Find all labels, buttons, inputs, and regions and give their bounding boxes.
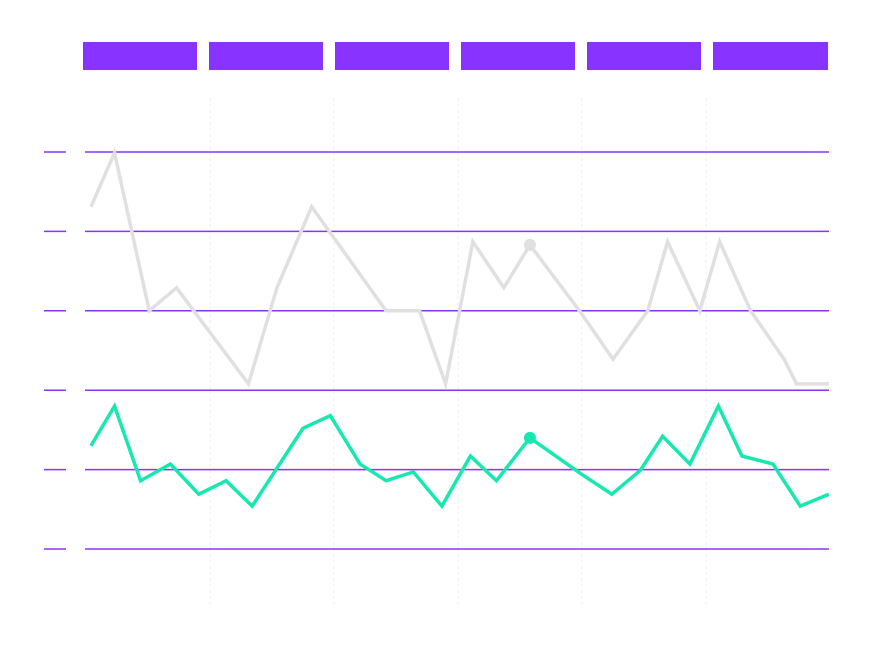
top-bar	[335, 42, 449, 70]
top-bar	[461, 42, 575, 70]
highlight-point	[523, 431, 536, 444]
highlight-point	[523, 238, 536, 251]
series-line	[89, 401, 830, 510]
top-bar	[209, 42, 323, 70]
top-bar	[83, 42, 197, 70]
top-bars	[83, 42, 828, 70]
top-bar	[713, 42, 828, 70]
series-line	[89, 147, 829, 391]
top-bar	[587, 42, 701, 70]
